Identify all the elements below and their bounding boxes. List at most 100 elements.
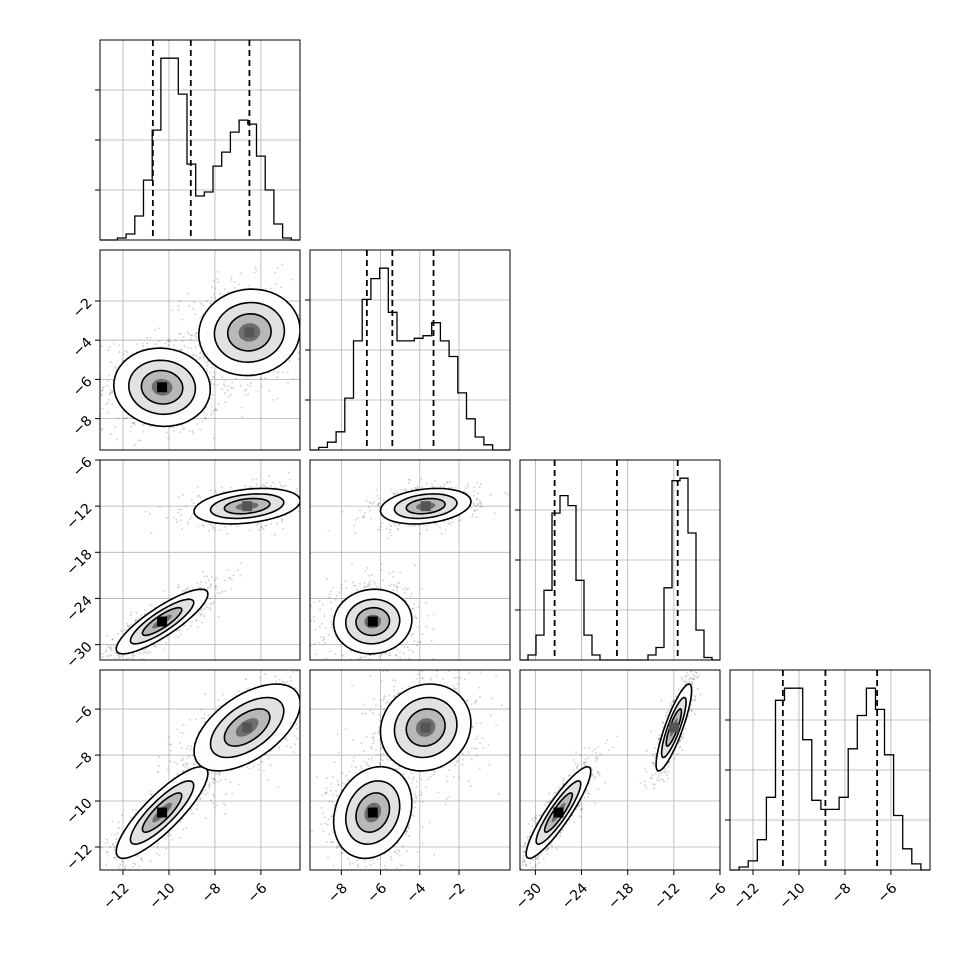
panel-frame: [99, 459, 301, 661]
density-peak-cell: [157, 616, 168, 627]
x-tick-label: −30: [513, 880, 545, 912]
density-peak-cell: [242, 501, 253, 512]
density-contour: [379, 487, 472, 525]
density-contour: [543, 792, 574, 834]
density-contour: [355, 606, 391, 637]
density-contour: [344, 780, 401, 846]
panel-frame: [519, 459, 721, 661]
density-peak-cell: [420, 501, 431, 512]
density-contour: [379, 683, 472, 772]
x-tick-label: −6: [875, 880, 901, 906]
x-tick-label: −12: [730, 880, 762, 912]
histogram-panel: [305, 249, 511, 451]
panel-frame: [519, 669, 721, 871]
density-contour: [332, 765, 413, 860]
y-tick-label: −24: [63, 593, 95, 625]
density-contour: [345, 598, 401, 645]
density-contour: [535, 780, 582, 846]
x-tick-label: −18: [605, 880, 637, 912]
panel-frame: [99, 669, 301, 871]
density-peak-cell: [420, 722, 431, 733]
density-contour: [226, 312, 272, 352]
density-contour: [140, 369, 184, 405]
y-tick-label: −6: [70, 454, 96, 480]
scatter-panel: [309, 669, 511, 871]
y-tick-label: −2: [70, 295, 96, 321]
density-contour: [213, 301, 286, 364]
panel-frame: [99, 39, 301, 241]
histogram-panel: [515, 459, 721, 661]
panel-frame: [729, 669, 931, 871]
x-tick-label: −12: [100, 880, 132, 912]
density-peak-cell: [367, 616, 378, 627]
density-contour: [112, 347, 212, 428]
x-tick-label: −8: [199, 880, 225, 906]
histogram-panel: [725, 669, 931, 871]
density-contour: [129, 598, 195, 645]
x-tick-label: −12: [651, 880, 683, 912]
density-peak-cell: [242, 722, 253, 733]
y-tick-label: −18: [63, 547, 95, 579]
panel-frame: [309, 669, 511, 871]
density-contour: [141, 792, 183, 834]
density-peak-cell: [367, 807, 378, 818]
density-peak-cell: [553, 807, 564, 818]
y-tick-label: −4: [70, 334, 96, 360]
scatter-panel: [99, 249, 301, 451]
y-tick-label: −8: [70, 749, 96, 775]
y-tick-label: −12: [63, 500, 95, 532]
x-tick-label: −10: [776, 880, 808, 912]
scatter-panel: [99, 459, 301, 661]
density-contour: [209, 696, 285, 759]
density-contour: [193, 683, 300, 772]
y-tick-label: −6: [70, 703, 96, 729]
x-tick-label: −8: [325, 880, 351, 906]
histogram-step: [310, 267, 510, 451]
density-contour: [129, 780, 195, 846]
x-tick-label: −10: [146, 880, 178, 912]
scatter-panel: [99, 669, 301, 871]
histogram-panel: [95, 39, 301, 241]
x-tick-label: −6: [364, 880, 390, 906]
density-contour: [525, 765, 592, 860]
y-tick-label: −8: [70, 413, 96, 439]
density-peak-cell: [157, 807, 168, 818]
density-contour: [405, 708, 446, 747]
density-contour: [115, 588, 209, 655]
density-contour: [393, 493, 458, 520]
y-tick-label: −6: [70, 374, 96, 400]
density-contour: [115, 765, 209, 860]
x-tick-label: −6: [245, 880, 271, 906]
x-tick-label: −4: [404, 880, 430, 906]
histogram-step: [520, 477, 720, 661]
density-contour: [660, 696, 687, 759]
density-contour: [127, 359, 197, 416]
y-tick-label: −12: [63, 841, 95, 873]
density-contour: [405, 497, 446, 515]
panel-frame: [309, 249, 511, 451]
density-contour: [209, 493, 285, 520]
x-tick-label: −2: [443, 880, 469, 906]
density-contour: [332, 588, 413, 655]
density-contour: [665, 708, 683, 747]
histogram-step: [100, 57, 300, 241]
x-tick-label: −24: [559, 880, 591, 912]
y-tick-label: −30: [63, 639, 95, 671]
histogram-step: [730, 687, 930, 871]
x-tick-label: −6: [704, 880, 730, 906]
scatter-panel: [309, 459, 511, 661]
density-peak-cell: [668, 722, 679, 733]
density-contour: [223, 708, 271, 747]
density-contour: [223, 497, 271, 515]
panel-frame: [99, 249, 301, 451]
panel-frame: [309, 459, 511, 661]
density-contour: [393, 696, 458, 759]
scatter-panel: [519, 669, 721, 871]
density-contour: [355, 792, 391, 834]
x-tick-label: −8: [829, 880, 855, 906]
y-tick-label: −10: [63, 795, 95, 827]
density-peak-cell: [157, 382, 168, 393]
density-contour: [193, 487, 300, 525]
density-peak-cell: [244, 327, 255, 338]
